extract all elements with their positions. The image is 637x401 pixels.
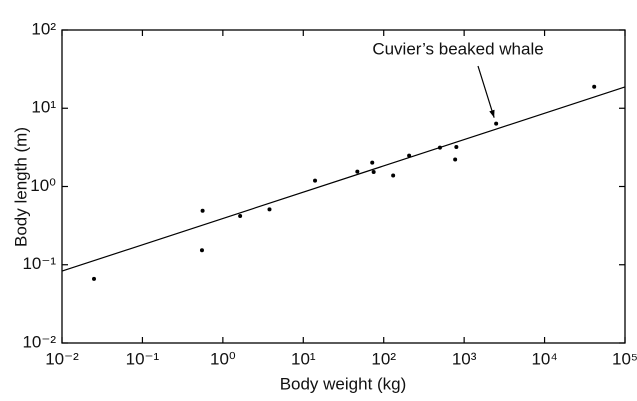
data-point: [372, 170, 376, 174]
y-tick-label: 10²: [31, 19, 56, 38]
x-tick-label: 10⁴: [531, 349, 557, 368]
x-tick-label: 10¹: [291, 349, 316, 368]
data-point: [267, 207, 271, 211]
data-point: [313, 179, 317, 183]
fit-line: [62, 87, 625, 271]
data-point: [407, 154, 411, 158]
y-axis-label: Body length (m): [11, 127, 30, 247]
data-point: [201, 209, 205, 213]
data-point: [200, 248, 204, 252]
x-tick-label: 10⁻²: [45, 349, 79, 368]
y-tick-label: 10¹: [31, 98, 56, 117]
plot-frame: [62, 30, 625, 343]
data-point: [592, 85, 596, 89]
y-tick-label: 10⁻²: [22, 332, 56, 351]
data-point: [454, 145, 458, 149]
x-tick-label: 10⁰: [210, 349, 236, 368]
x-tick-label: 10²: [371, 349, 396, 368]
data-point: [391, 174, 395, 178]
chart: Body weight (kg) Body length (m) 10⁻²10⁻…: [0, 0, 637, 401]
data-point: [92, 277, 96, 281]
data-point: [438, 146, 442, 150]
data-point: [355, 170, 359, 174]
data-point: [494, 122, 498, 126]
annotation-arrow: [478, 66, 494, 118]
annotation-arrowhead: [489, 110, 494, 118]
data-point: [453, 158, 457, 162]
x-tick-label: 10³: [452, 349, 477, 368]
data-point: [370, 161, 374, 165]
y-tick-label: 10⁻¹: [22, 254, 56, 273]
x-axis-label: Body weight (kg): [280, 374, 407, 393]
y-tick-label: 10⁰: [30, 176, 56, 195]
x-tick-label: 10⁻¹: [126, 349, 160, 368]
data-point: [238, 214, 242, 218]
x-tick-label: 10⁵: [612, 349, 637, 368]
annotation-text: Cuvier’s beaked whale: [372, 39, 543, 58]
